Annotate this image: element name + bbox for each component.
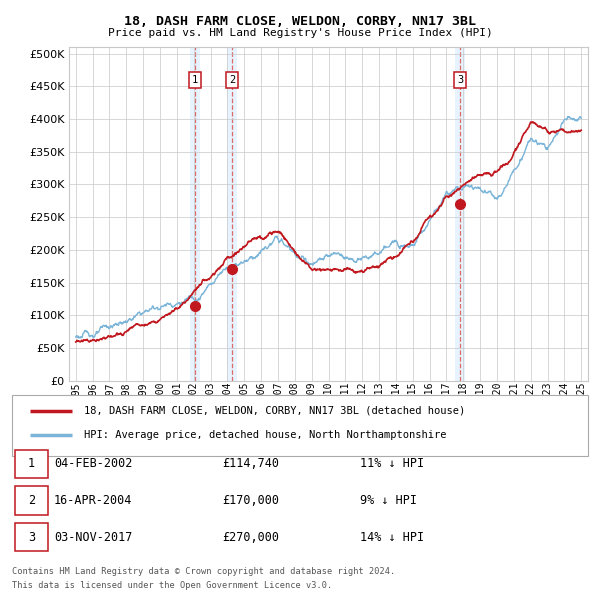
Text: 14% ↓ HPI: 14% ↓ HPI: [360, 530, 424, 543]
Text: £114,740: £114,740: [222, 457, 279, 470]
Text: 18, DASH FARM CLOSE, WELDON, CORBY, NN17 3BL (detached house): 18, DASH FARM CLOSE, WELDON, CORBY, NN17…: [84, 406, 465, 416]
Text: Contains HM Land Registry data © Crown copyright and database right 2024.: Contains HM Land Registry data © Crown c…: [12, 567, 395, 576]
FancyBboxPatch shape: [15, 450, 48, 478]
Text: 3: 3: [28, 530, 35, 543]
Bar: [190, 47, 200, 381]
Text: 11% ↓ HPI: 11% ↓ HPI: [360, 457, 424, 470]
Text: 16-APR-2004: 16-APR-2004: [54, 494, 133, 507]
Bar: [455, 47, 466, 381]
Text: 1: 1: [192, 75, 198, 85]
Text: 2: 2: [229, 75, 235, 85]
Text: £170,000: £170,000: [222, 494, 279, 507]
FancyBboxPatch shape: [12, 395, 588, 455]
Text: £270,000: £270,000: [222, 530, 279, 543]
Text: 04-FEB-2002: 04-FEB-2002: [54, 457, 133, 470]
Bar: [227, 47, 238, 381]
FancyBboxPatch shape: [15, 523, 48, 551]
Text: 2: 2: [28, 494, 35, 507]
Text: 18, DASH FARM CLOSE, WELDON, CORBY, NN17 3BL: 18, DASH FARM CLOSE, WELDON, CORBY, NN17…: [124, 15, 476, 28]
Text: This data is licensed under the Open Government Licence v3.0.: This data is licensed under the Open Gov…: [12, 581, 332, 590]
Text: 3: 3: [457, 75, 464, 85]
Text: Price paid vs. HM Land Registry's House Price Index (HPI): Price paid vs. HM Land Registry's House …: [107, 28, 493, 38]
Text: HPI: Average price, detached house, North Northamptonshire: HPI: Average price, detached house, Nort…: [84, 430, 446, 440]
Text: 03-NOV-2017: 03-NOV-2017: [54, 530, 133, 543]
Text: 9% ↓ HPI: 9% ↓ HPI: [360, 494, 417, 507]
Text: 1: 1: [28, 457, 35, 470]
FancyBboxPatch shape: [15, 486, 48, 514]
